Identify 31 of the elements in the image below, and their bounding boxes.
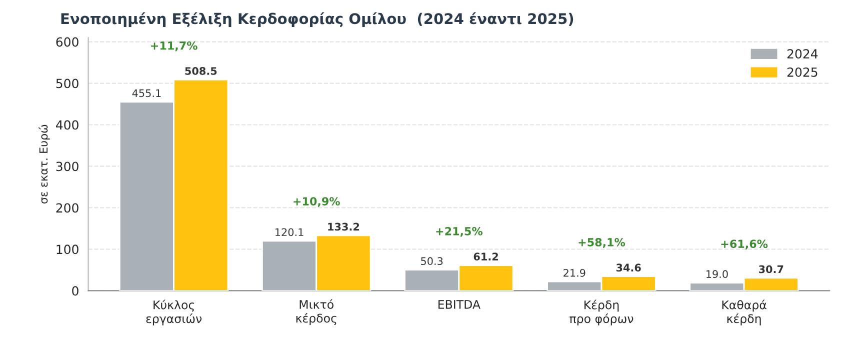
legend-label: 2024 [787,49,818,59]
data-label: 120.1 [276,228,304,236]
y-axis-title: σε εκατ. Ευρώ [38,124,50,204]
x-tick-label: Κέρδη προ φόρων [570,300,634,326]
y-tick-label: 400 [56,120,78,130]
data-label: 21.9 [564,268,586,277]
annotation: +21,5% [436,226,482,237]
annotation: +61,6% [721,240,768,250]
data-label: 133.2 [328,222,360,231]
data-label: 508.5 [185,67,217,75]
data-label: 455.1 [132,89,161,98]
annotation: +11,7% [151,41,198,52]
x-tick-label: Καθαρά κέρδη [722,300,766,326]
x-tick-label: EBITDA [438,300,480,309]
data-label: 19.0 [706,270,728,278]
y-tick-label: 500 [56,78,78,88]
y-tick-label: 200 [56,203,78,213]
x-tick-label: Κύκλος εργασιών [146,300,202,326]
data-label: 34.6 [616,264,641,272]
y-tick-label: 300 [56,162,78,172]
data-label: 50.3 [421,257,443,266]
y-tick-label: 600 [56,37,78,47]
annotation: +10,9% [294,197,340,207]
legend-label: 2025 [787,67,818,77]
data-label: 30.7 [758,265,784,274]
chart-title: Ενοποιημένη Εξέλιξη Κερδοφορίας Ομίλου (2024 έναντι 2025) [61,12,574,27]
y-tick-label: 100 [56,244,78,254]
x-tick-label: Μικτό κέρδος [296,299,336,325]
y-tick-label: 0 [72,286,78,296]
annotation: +58,1% [578,238,626,248]
data-label: 61.2 [474,252,498,261]
